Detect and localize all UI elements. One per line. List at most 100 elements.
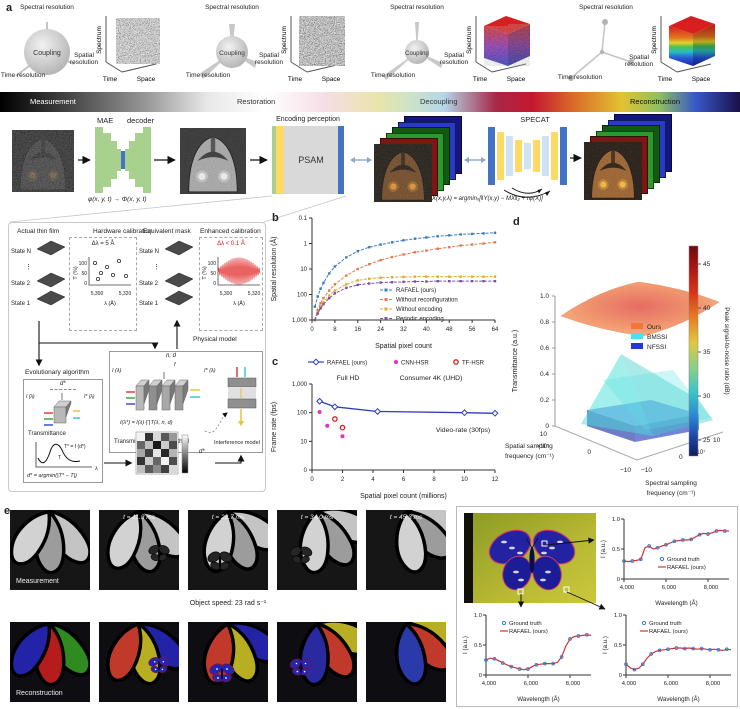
svg-text:λ: λ xyxy=(95,466,98,472)
svg-text:Wavelength (Å): Wavelength (Å) xyxy=(657,696,699,703)
svg-text:RAFAEL (ours): RAFAEL (ours) xyxy=(509,629,548,635)
svg-text:40: 40 xyxy=(423,327,430,333)
reconstruction-label: Reconstruction xyxy=(16,690,63,697)
svg-text:30: 30 xyxy=(703,393,711,400)
svg-text:⋮: ⋮ xyxy=(153,264,160,271)
spatial-resolution-label: Spatial resolution xyxy=(624,54,654,69)
cube-spectrum-axis: Spectrum xyxy=(466,26,473,54)
svg-text:0.5: 0.5 xyxy=(612,547,620,553)
svg-text:64: 64 xyxy=(492,327,499,333)
noisy-measurement-image xyxy=(12,128,74,194)
svg-text:45: 45 xyxy=(703,261,711,268)
svg-text:Periodic encoding: Periodic encoding xyxy=(396,317,444,323)
spectral-stack-reconstructed xyxy=(584,114,676,204)
svg-text:Without reconfiguration: Without reconfiguration xyxy=(396,298,458,304)
svg-text:0: 0 xyxy=(213,281,216,287)
svg-text:4,000: 4,000 xyxy=(620,585,635,591)
spectrum-plot-top: 0 0.5 1.0 4,000 6,000 8,000 Wavelength (Å) I (a… xyxy=(598,511,735,608)
svg-text:10: 10 xyxy=(300,267,307,273)
mae-autoencoder-glyph xyxy=(95,127,151,193)
flow-measurement: Measurement xyxy=(30,97,76,106)
f-label: f xyxy=(174,362,176,368)
frame-rate-chart: RAFAEL (ours) CNN-HSR TF-HSR Full HD Consume… xyxy=(268,350,503,500)
svg-text:Spatial pixel count (millions): Spatial pixel count (millions) xyxy=(360,493,447,500)
cube-time-axis: Time xyxy=(103,76,118,83)
input-spectrum-label: I (λ) xyxy=(112,368,122,374)
interference-model-diagram xyxy=(224,366,262,428)
svg-text:×10⁷: ×10⁷ xyxy=(693,449,705,456)
svg-text:Ground truth: Ground truth xyxy=(667,557,700,563)
transmission-matrix-cube xyxy=(126,372,202,418)
timestamp-label: t = 11.3 ms xyxy=(123,514,155,521)
psam-encoder-block: PSAM xyxy=(272,126,344,194)
mask-title: Equivalent mask xyxy=(143,228,191,235)
svg-text:10: 10 xyxy=(300,439,307,445)
svg-text:1,000: 1,000 xyxy=(292,318,308,324)
svg-text:0.5: 0.5 xyxy=(614,643,622,649)
measurement-label: Measurement xyxy=(16,578,59,585)
measurement-frame-4: t = 34.0 ms xyxy=(277,510,357,590)
svg-text:T (%): T (%) xyxy=(202,266,208,280)
psam-yellow-bar xyxy=(276,126,284,194)
svg-text:0: 0 xyxy=(545,423,549,430)
calibration-panel: Actual thin film Hardware calibration Eq… xyxy=(8,222,266,492)
time-resolution-label: Time resolution xyxy=(557,74,603,81)
butterfly-scene-image xyxy=(464,513,596,603)
flow-restoration: Restoration xyxy=(237,97,276,106)
cube-time-axis: Time xyxy=(473,76,488,83)
svg-text:6: 6 xyxy=(402,477,406,483)
svg-text:Spatial sampling: Spatial sampling xyxy=(505,443,553,450)
svg-text:T (%): T (%) xyxy=(73,266,79,280)
svg-text:8: 8 xyxy=(432,477,436,483)
evo-thinfilm-cube xyxy=(44,393,80,431)
object-speed-caption: Object speed: 23 rad s⁻¹ xyxy=(189,600,267,607)
cube-space-axis: Space xyxy=(322,76,341,83)
spectral-resolution-label: Spectral resolution xyxy=(205,4,259,11)
svg-text:Spatial pixel count: Spatial pixel count xyxy=(375,343,432,350)
svg-text:5,320: 5,320 xyxy=(248,291,261,297)
svg-text:Spectral sampling: Spectral sampling xyxy=(645,480,697,487)
panel-e-label: e xyxy=(4,505,11,517)
svg-text:100: 100 xyxy=(297,293,308,299)
svg-text:λ (Å): λ (Å) xyxy=(104,300,116,307)
cube-space-axis: Space xyxy=(692,76,711,83)
mae-formula: φ(x, y, t) → Φ(x, y, t) xyxy=(88,196,147,203)
cube-time-axis: Time xyxy=(658,76,673,83)
svg-text:0.6: 0.6 xyxy=(540,345,549,352)
svg-text:50: 50 xyxy=(210,271,216,277)
enh-calibration-plot: T (%) 100 50 0 5,300 5,320 λ (Å) xyxy=(200,251,264,327)
hw-delta-label: Δλ = 5 Å xyxy=(91,241,115,247)
transmittance-label: Transmittance xyxy=(28,431,66,437)
svg-text:2: 2 xyxy=(341,477,345,483)
svg-text:4,000: 4,000 xyxy=(482,681,497,687)
film-title: Actual thin film xyxy=(17,228,60,235)
svg-text:100: 100 xyxy=(297,411,308,417)
svg-text:0: 0 xyxy=(617,577,620,583)
svg-text:0: 0 xyxy=(84,281,87,287)
spectral-stack-encoded xyxy=(374,116,464,204)
svg-text:100: 100 xyxy=(208,261,217,267)
optimized-thickness-map xyxy=(135,431,193,479)
cube-space-axis: Space xyxy=(137,76,156,83)
svg-text:RAFAEL (ours): RAFAEL (ours) xyxy=(396,288,436,294)
svg-text:RAFAEL (ours): RAFAEL (ours) xyxy=(667,565,706,571)
svg-text:4,000: 4,000 xyxy=(622,681,637,687)
datacube-redblue-noisy: Spectrum Time Space xyxy=(466,16,530,83)
spatial-resolution-label: Spatial resolution xyxy=(439,52,469,67)
svg-text:0.4: 0.4 xyxy=(540,371,549,378)
coupling-sphere-diagram: Coupling xyxy=(15,22,75,77)
svg-text:4: 4 xyxy=(371,477,375,483)
svg-text:1.0: 1.0 xyxy=(540,293,549,300)
svg-text:8,000: 8,000 xyxy=(704,585,719,591)
svg-text:1: 1 xyxy=(304,242,308,248)
svg-text:×10⁷: ×10⁷ xyxy=(537,443,549,450)
svg-text:35: 35 xyxy=(703,349,711,356)
specat-formula: X(x,y,λ) = argminₓ[‖Y(x,y) − MX‖₂ + τψ(X… xyxy=(432,196,543,202)
measurement-frame-1: Measurement xyxy=(10,510,90,590)
spectral-resolution-label: Spectral resolution xyxy=(390,4,444,11)
svg-text:Ours: Ours xyxy=(647,324,662,331)
svg-text:6,000: 6,000 xyxy=(662,585,677,591)
svg-text:Peak signal-to-noise ratio (dB: Peak signal-to-noise ratio (dB) xyxy=(723,307,730,394)
svg-text:0: 0 xyxy=(310,477,314,483)
svg-text:5,320: 5,320 xyxy=(119,291,132,297)
